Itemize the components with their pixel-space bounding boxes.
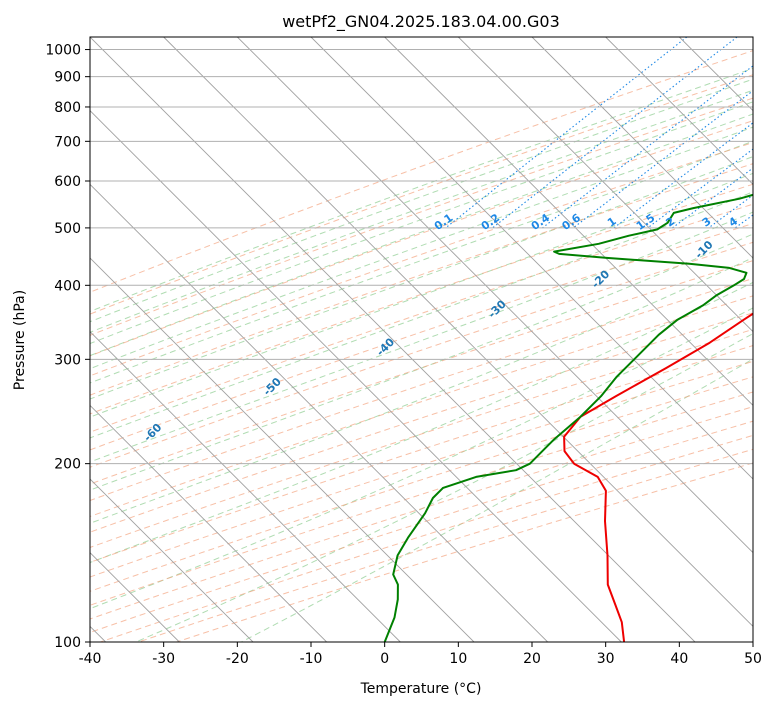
dry-adiabat (90, 97, 753, 336)
isotherm-line (90, 110, 622, 642)
dry-adiabat (90, 203, 753, 433)
dry-adiabat (90, 74, 753, 315)
isotherm-line (90, 404, 327, 642)
y-tick-label: 900 (54, 70, 81, 86)
x-tick-label: 10 (449, 651, 467, 667)
x-tick-label: 40 (670, 651, 688, 667)
moist-adiabat (90, 78, 753, 323)
chart-title: wetPf2_GN04.2025.183.04.00.G03 (282, 12, 560, 32)
dry-adiabat (90, 50, 753, 293)
isotherm-line (531, 37, 753, 259)
dry-adiabat (90, 222, 753, 451)
x-tick-label: -40 (79, 651, 102, 667)
mixing-ratio-line (672, 167, 753, 229)
moist-adiabat (90, 257, 753, 524)
dewpoint-profile-line (383, 193, 753, 642)
temperature-profile-line (563, 312, 753, 642)
x-tick-label: -30 (152, 651, 175, 667)
y-tick-label: 500 (54, 221, 81, 237)
isotherm-line (237, 37, 753, 554)
y-tick-label: 700 (54, 134, 81, 150)
isotherm-line (90, 478, 254, 642)
moist-adiabat (90, 233, 753, 491)
moist-adiabat (90, 113, 753, 357)
isotherm-line (163, 37, 753, 627)
y-tick-label: 400 (54, 278, 81, 294)
y-tick-label: 1000 (45, 43, 81, 59)
x-tick-label: -20 (226, 651, 249, 667)
x-axis-label: Temperature (°C) (360, 681, 482, 697)
dry-adiabats (90, 50, 753, 642)
isotherm-line (90, 331, 401, 642)
x-tick-label: -10 (300, 651, 323, 667)
mixing-ratio-line (572, 90, 753, 229)
moist-adiabat (241, 358, 753, 642)
moist-adiabat (90, 67, 753, 313)
isotherm-line (384, 37, 753, 406)
y-tick-label: 600 (54, 174, 81, 190)
plot-frame (89, 36, 754, 643)
dry-adiabat (90, 328, 753, 548)
y-tick-label: 800 (54, 100, 81, 116)
dry-adiabat (90, 260, 753, 485)
y-axis-label: Pressure (hPa) (12, 290, 28, 390)
isotherm-line (310, 37, 753, 480)
isotherm-line (90, 183, 548, 642)
x-tick-label: 20 (523, 651, 541, 667)
isotherm-line (90, 257, 475, 642)
dry-adiabat (90, 278, 753, 502)
profile-series (383, 193, 753, 642)
mixing-ratio-line (542, 65, 753, 229)
y-tick-label: 300 (54, 352, 81, 368)
x-tick-label: 30 (597, 651, 615, 667)
dry-adiabat (90, 141, 753, 377)
dry-adiabat (90, 163, 753, 396)
isotherms (90, 37, 753, 642)
x-tick-label: 50 (744, 651, 762, 667)
moist-adiabat (90, 156, 753, 400)
isobar-gridlines (90, 49, 753, 642)
dry-adiabat (90, 391, 753, 606)
moist-adiabat (90, 281, 753, 564)
y-axis-ticks: 100 200 300 400 500 600 700 800 900 1000 (45, 43, 90, 651)
x-tick-label: 0 (380, 651, 389, 667)
y-tick-label: 100 (54, 635, 81, 651)
moist-adiabat (90, 211, 753, 463)
isotherm-line (458, 37, 753, 333)
moist-adiabat (90, 126, 753, 370)
mixing-ratio-lines (445, 37, 753, 229)
dry-adiabat (90, 360, 753, 578)
x-axis-ticks: -40 -30 -20 -10 0 10 20 30 40 50 (79, 642, 762, 667)
mixing-ratio-line (492, 37, 738, 229)
isotherm-line (90, 37, 696, 642)
y-tick-label: 200 (54, 457, 81, 473)
dry-adiabat (90, 312, 753, 533)
isotherm-line (605, 37, 753, 185)
moist-adiabat (90, 172, 753, 418)
